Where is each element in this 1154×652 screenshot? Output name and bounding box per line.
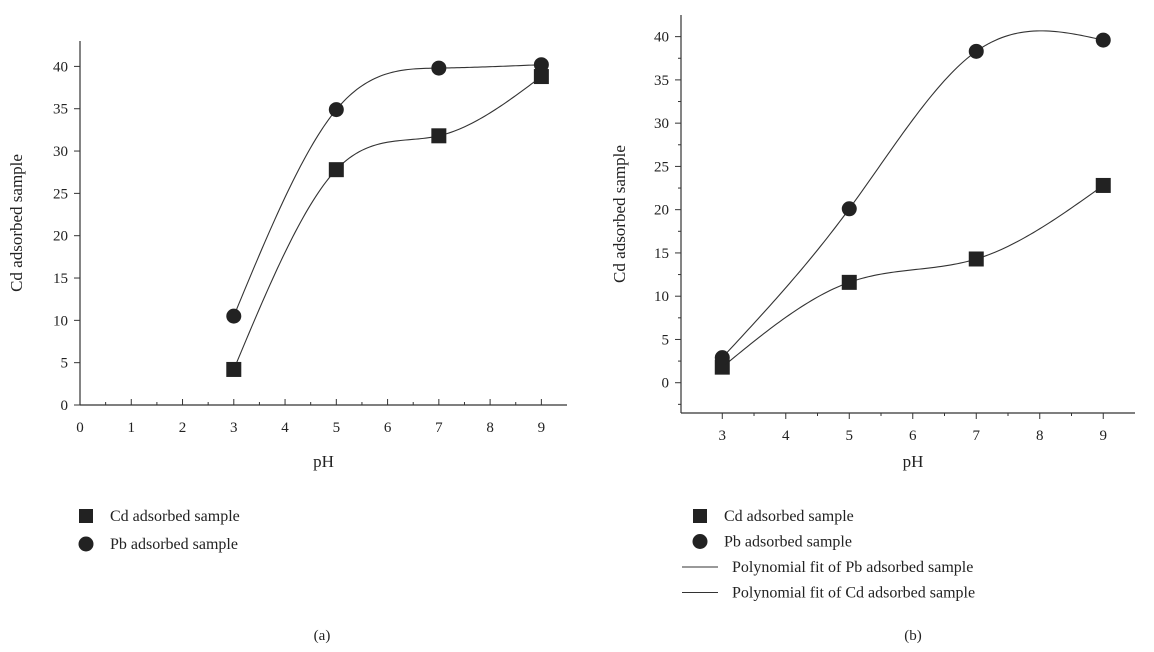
y-tick-label: 5 [662, 332, 670, 348]
panel-b: 0 5 10 15 20 25 30 35 40 3 4 5 6 7 8 9 pH Cd adsorbed sam… [610, 15, 1135, 644]
x-tick-label: 0 [76, 420, 84, 436]
data-point-cd [968, 251, 984, 267]
x-tick-label: 3 [719, 428, 727, 444]
fit-curve-cd [721, 185, 1104, 368]
fit-curve-pb [721, 30, 1104, 359]
x-tick-label: 5 [846, 428, 854, 444]
y-tick-label: 30 [654, 116, 669, 132]
legend-marker-square [693, 509, 707, 523]
data-point-pb [841, 201, 857, 217]
x-tick-label: 8 [486, 420, 494, 436]
x-tick-label: 7 [973, 428, 981, 444]
data-point-pb [328, 102, 344, 118]
legend-label: Cd adsorbed sample [724, 508, 854, 525]
x-tick-label: 4 [782, 428, 790, 444]
fit-curve-pb [233, 64, 542, 317]
y-tick-label: 5 [61, 356, 69, 372]
data-point-pb [714, 350, 730, 366]
y-tick-label: 20 [654, 203, 669, 219]
y-tick-label: 30 [53, 144, 68, 160]
data-point-cd [328, 162, 344, 178]
legend-label: Polynomial fit of Cd adsorbed sample [732, 585, 975, 602]
y-tick-label: 25 [654, 159, 669, 175]
y-tick-label: 20 [53, 229, 68, 245]
legend-label: Polynomial fit of Pb adsorbed sample [732, 559, 973, 576]
x-tick-label: 8 [1036, 428, 1044, 444]
data-point-cd [431, 128, 447, 144]
y-tick-label: 40 [53, 59, 68, 75]
data-point-cd [841, 274, 857, 290]
fit-curve-cd [233, 76, 542, 370]
y-tick-label: 10 [53, 313, 68, 329]
data-point-cd [1095, 177, 1111, 193]
y-tick-label: 10 [654, 289, 669, 305]
y-tick-label: 35 [654, 73, 669, 89]
x-tick-label: 5 [333, 420, 341, 436]
data-point-cd [533, 69, 549, 85]
legend-marker-square [79, 509, 93, 523]
y-tick-label: 40 [654, 30, 669, 46]
data-point-cd [226, 361, 242, 377]
x-tick-label: 9 [1100, 428, 1108, 444]
legend-label: Pb adsorbed sample [724, 534, 852, 551]
y-axis-title: Cd adsorbed sample [7, 154, 26, 292]
legend-label: Cd adsorbed sample [110, 508, 240, 525]
y-tick-label: 15 [53, 271, 68, 287]
x-tick-label: 3 [230, 420, 238, 436]
y-tick-label: 35 [53, 102, 68, 118]
data-point-pb [1095, 32, 1111, 48]
data-point-pb [431, 60, 447, 76]
data-point-pb [226, 308, 242, 324]
x-axis-title: pH [313, 452, 334, 471]
legend-label: Pb adsorbed sample [110, 536, 238, 553]
y-tick-label: 15 [654, 246, 669, 262]
x-axis-title: pH [903, 452, 924, 471]
legend-marker-circle [692, 534, 708, 549]
x-tick-label: 6 [384, 420, 392, 436]
y-tick-label: 0 [61, 398, 69, 414]
x-tick-label: 7 [435, 420, 443, 436]
panel-a: 0 5 10 15 20 25 30 35 40 0 1 2 3 4 5 6 7 8 9 pH Cd adsorbed … [7, 41, 567, 644]
data-point-pb [533, 57, 549, 73]
y-tick-label: 0 [662, 376, 670, 392]
x-tick-label: 6 [909, 428, 917, 444]
legend-marker-circle [78, 536, 94, 552]
x-tick-label: 9 [538, 420, 546, 436]
data-point-pb [968, 43, 984, 59]
panel-label: (b) [904, 628, 922, 644]
x-tick-label: 4 [281, 420, 289, 436]
x-tick-label: 2 [179, 420, 187, 436]
x-tick-label: 1 [128, 420, 136, 436]
y-tick-label: 25 [53, 186, 68, 202]
panel-label: (a) [314, 628, 331, 644]
y-axis-title: Cd adsorbed sample [610, 145, 629, 283]
